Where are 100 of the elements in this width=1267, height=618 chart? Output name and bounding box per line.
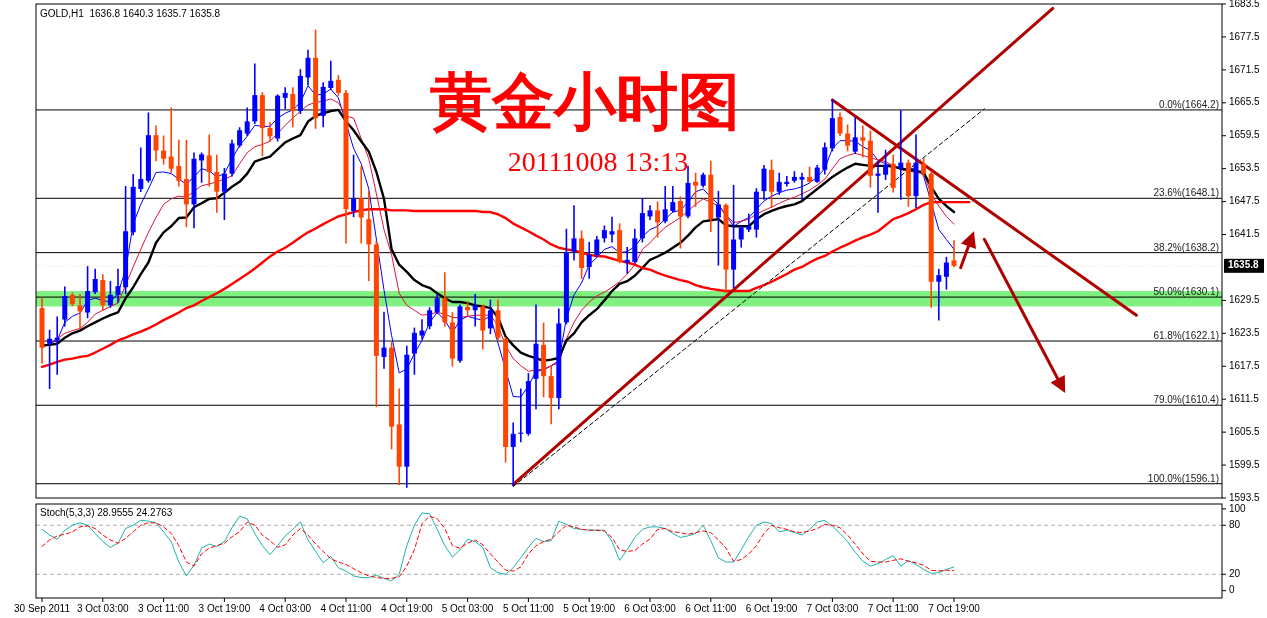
candlestick xyxy=(693,172,699,207)
candlestick xyxy=(951,240,957,268)
candlestick xyxy=(677,196,683,249)
candlestick xyxy=(107,280,113,308)
candlestick xyxy=(632,228,638,264)
candlestick xyxy=(419,319,425,340)
candlestick xyxy=(860,125,866,158)
ref-line-label: 1635.8 xyxy=(1228,259,1260,271)
candlestick xyxy=(715,190,721,266)
x-tick-label: 3 Oct 19:00 xyxy=(198,603,251,614)
candlestick xyxy=(822,142,828,175)
ref-line-label: 38.2%(1638.2) xyxy=(1153,241,1219,253)
y-tick-label: 1629.5 xyxy=(1229,294,1261,306)
candlestick xyxy=(594,235,600,258)
candlestick xyxy=(85,266,91,319)
y-tick-label: 1671.5 xyxy=(1229,63,1261,75)
x-tick-label: 4 Oct 19:00 xyxy=(380,603,434,614)
candlestick xyxy=(335,75,341,96)
y-tick-label: 1647.5 xyxy=(1229,195,1261,207)
y-tick-label: 1641.5 xyxy=(1229,228,1261,240)
candlestick xyxy=(662,185,668,224)
candlestick xyxy=(199,152,205,183)
candlestick xyxy=(875,160,881,213)
y-tick-label: 0 xyxy=(1229,584,1235,596)
x-tick-label: 5 Oct 19:00 xyxy=(563,603,616,614)
y-tick-label: 1683.5 xyxy=(1229,0,1261,9)
candlestick xyxy=(487,299,493,335)
candlestick xyxy=(655,201,661,238)
y-tick-label: 1665.5 xyxy=(1229,96,1261,108)
y-tick-label: 1611.5 xyxy=(1229,392,1260,404)
candlestick xyxy=(115,268,121,303)
y-tick-label: 1593.5 xyxy=(1229,491,1261,503)
candlestick xyxy=(548,364,554,425)
line-series xyxy=(40,200,971,369)
candlestick xyxy=(244,107,250,136)
candlestick xyxy=(161,135,167,165)
candlestick xyxy=(62,286,68,327)
candlestick xyxy=(883,149,889,180)
annotation: GOLD,H1 1636.8 1640.3 1635.7 1635.8 xyxy=(40,8,221,19)
y-tick-label: 1623.5 xyxy=(1229,326,1261,338)
candlestick xyxy=(206,134,212,187)
y-tick-label: 1677.5 xyxy=(1229,30,1261,42)
y-tick-label: 1605.5 xyxy=(1229,425,1261,437)
candlestick xyxy=(799,172,805,200)
text: 20111008 13:13 xyxy=(507,145,689,177)
ref-line-label: 23.6%(1648.1) xyxy=(1153,187,1219,199)
candlestick xyxy=(290,87,296,128)
candlestick xyxy=(852,117,858,155)
ref-line-label: 61.8%(1622.1) xyxy=(1153,330,1219,342)
y-tick-label: 1653.5 xyxy=(1229,162,1261,174)
x-tick-label: 6 Oct 19:00 xyxy=(745,603,798,614)
candlestick xyxy=(221,167,227,220)
candlestick xyxy=(92,268,98,295)
candlestick xyxy=(936,268,942,321)
y-tick-label: 1599.5 xyxy=(1229,458,1261,470)
y-tick-label: 100 xyxy=(1229,502,1247,514)
candlestick xyxy=(427,307,433,330)
candlestick xyxy=(381,311,387,369)
candlestick xyxy=(434,294,440,314)
candlestick xyxy=(47,329,53,390)
ref-line-label: 100.0%(1596.1) xyxy=(1147,472,1219,484)
chart-title: Stoch(5,3,3) 28.9555 24.2763 xyxy=(40,507,173,518)
x-tick-label: 6 Oct 11:00 xyxy=(685,603,737,614)
candlestick xyxy=(898,110,904,200)
candlestick xyxy=(776,172,782,195)
x-tick-label: 3 Oct 03:00 xyxy=(76,603,130,614)
candlestick xyxy=(214,154,220,213)
candlestick xyxy=(586,241,592,279)
candlestick xyxy=(943,256,949,290)
candlestick xyxy=(761,165,767,200)
y-tick-label: 20 xyxy=(1229,567,1241,579)
candlestick xyxy=(77,294,83,330)
x-tick-label: 5 Oct 11:00 xyxy=(502,603,555,614)
candlestick xyxy=(138,147,144,192)
candlestick xyxy=(609,216,615,243)
candlestick xyxy=(571,205,577,261)
x-tick-label: 4 Oct 11:00 xyxy=(320,603,372,614)
ref-line-label: 0.0%(1664.2) xyxy=(1158,98,1219,110)
candlestick xyxy=(472,294,478,327)
candlestick xyxy=(769,159,775,208)
candlestick xyxy=(670,185,676,213)
candlestick xyxy=(411,327,417,375)
candlestick xyxy=(153,125,159,162)
candlestick xyxy=(510,422,516,487)
candlestick xyxy=(845,124,851,152)
y-tick-label: 1659.5 xyxy=(1229,129,1261,141)
ref-line-label: 79.0%(1610.4) xyxy=(1153,394,1219,406)
candlestick xyxy=(282,87,288,110)
y-tick-label: 1617.5 xyxy=(1229,359,1261,371)
candlestick xyxy=(168,107,174,173)
x-tick-label: 7 Oct 19:00 xyxy=(928,603,981,614)
x-tick-label: 30 Sep 2011 xyxy=(14,603,71,614)
candlestick xyxy=(837,112,843,136)
candlestick xyxy=(738,225,744,248)
candlestick xyxy=(267,122,273,143)
x-tick-label: 6 Oct 03:00 xyxy=(624,603,677,614)
candlestick xyxy=(237,127,243,148)
candlestick xyxy=(746,213,752,233)
x-tick-label: 7 Oct 11:00 xyxy=(867,603,920,614)
candlestick xyxy=(624,246,630,274)
